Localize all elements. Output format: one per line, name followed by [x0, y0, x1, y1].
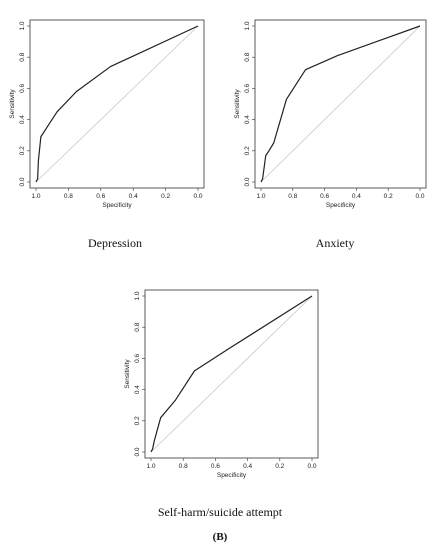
y-tick-label: 0.4 — [134, 385, 141, 394]
y-tick-label: 0.6 — [134, 354, 141, 363]
y-axis-title: Sensitivity — [124, 359, 131, 389]
plot-frame — [144, 289, 319, 459]
y-tick-label: 0.0 — [134, 447, 141, 456]
x-tick-label: 0.0 — [307, 463, 316, 470]
y-tick-label: 0.8 — [134, 322, 141, 331]
y-tick-label: 0.2 — [19, 146, 26, 155]
plot-frame — [29, 19, 205, 189]
y-tick-label: 1.0 — [244, 21, 251, 30]
x-axis-title: Specificity — [326, 202, 356, 209]
y-axis-title: Sensitivity — [9, 89, 16, 119]
x-tick-label: 0.8 — [179, 463, 188, 470]
x-tick-label: 0.8 — [64, 193, 73, 200]
x-tick-label: 0.8 — [288, 193, 297, 200]
x-tick-label: 0.0 — [193, 193, 202, 200]
y-tick-label: 1.0 — [19, 21, 26, 30]
x-tick-label: 0.4 — [129, 193, 138, 200]
roc-chart-anxiety: 1.0 0.8 0.6 0.4 0.2 0.0 0.0 0.2 0.4 0.6 0.8 1.0 Spec… — [234, 19, 427, 209]
x-tick-label: 0.2 — [161, 193, 170, 200]
y-tick-label: 0.6 — [244, 84, 251, 93]
y-tick-label: 0.8 — [19, 52, 26, 61]
roc-curve-self-harm — [150, 295, 313, 453]
panel-label: (B) — [212, 531, 228, 543]
x-tick-label: 0.2 — [384, 193, 393, 200]
y-tick-label: 0.0 — [19, 177, 26, 186]
y-tick-label: 1.0 — [134, 291, 141, 300]
x-tick-label: 1.0 — [31, 193, 40, 200]
x-tick-label: 1.0 — [146, 463, 155, 470]
y-tick-label: 0.2 — [134, 416, 141, 425]
x-tick-label: 0.6 — [211, 463, 220, 470]
x-tick-label: 0.6 — [96, 193, 105, 200]
y-tick-label: 0.4 — [244, 115, 251, 124]
y-tick-label: 0.0 — [244, 177, 251, 186]
caption-self-harm: Self-harm/suicide attempt — [157, 505, 283, 519]
y-tick-label: 0.6 — [19, 84, 26, 93]
x-tick-label: 0.0 — [415, 193, 424, 200]
reference-diagonal — [35, 25, 199, 183]
x-tick-label: 0.4 — [352, 193, 361, 200]
roc-chart-depression: 1.0 0.8 0.6 0.4 0.2 0.0 0.0 0.2 0.4 0.6 0.8 1.0 Spec… — [9, 19, 205, 209]
x-axis-title: Specificity — [102, 202, 132, 209]
caption-anxiety: Anxiety — [315, 236, 355, 250]
roc-curve-anxiety — [260, 25, 421, 183]
reference-diagonal — [150, 295, 313, 453]
x-tick-label: 1.0 — [256, 193, 265, 200]
x-tick-label: 0.4 — [243, 463, 252, 470]
y-tick-label: 0.8 — [244, 52, 251, 61]
plot-frame — [254, 19, 427, 189]
roc-chart-self-harm: 1.0 0.8 0.6 0.4 0.2 0.0 0.0 0.2 0.4 0.6 0.8 1.0 Spec… — [124, 289, 319, 479]
y-tick-label: 0.4 — [19, 115, 26, 124]
caption-depression: Depression — [88, 236, 142, 250]
roc-curve-depression — [35, 25, 199, 183]
y-tick-label: 0.2 — [244, 146, 251, 155]
y-axis-title: Sensitivity — [234, 89, 241, 119]
reference-diagonal — [260, 25, 421, 183]
x-axis-title: Specificity — [217, 472, 247, 479]
x-tick-label: 0.6 — [320, 193, 329, 200]
x-tick-label: 0.2 — [275, 463, 284, 470]
